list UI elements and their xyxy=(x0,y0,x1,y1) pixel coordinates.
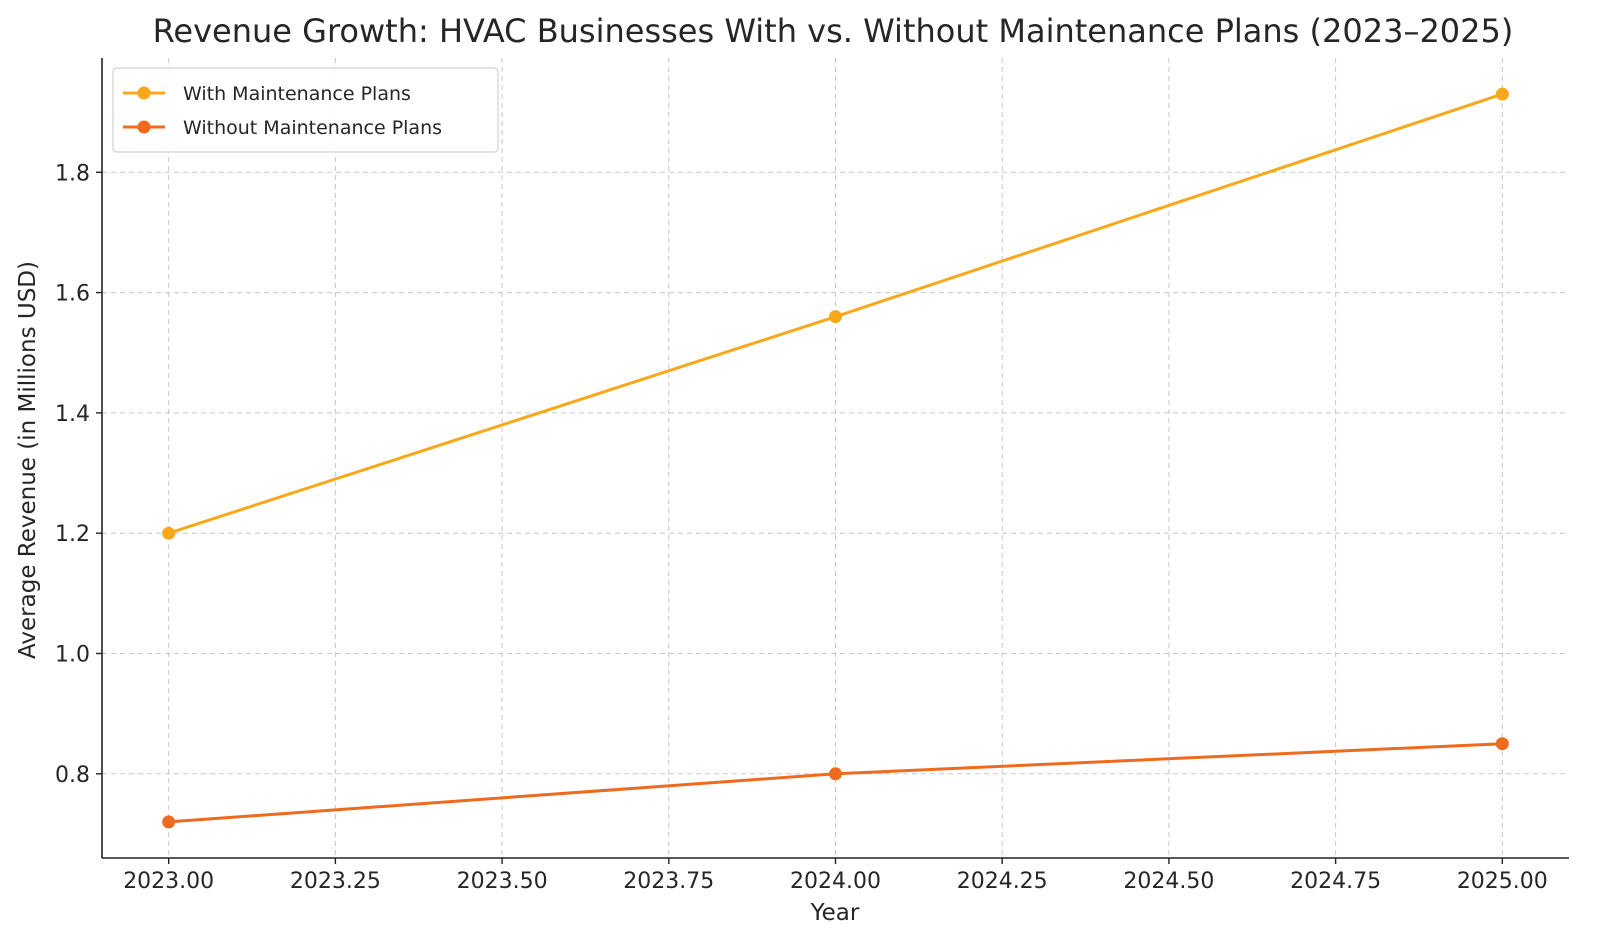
series-2 xyxy=(162,737,1509,829)
x-tick-label: 2024.25 xyxy=(957,869,1048,894)
y-tick-label: 0.8 xyxy=(55,763,90,788)
y-tick-label: 1.4 xyxy=(55,402,90,427)
data-point xyxy=(1495,737,1509,751)
series-layer xyxy=(162,87,1509,829)
y-tick-label: 1.0 xyxy=(55,642,90,667)
y-axis-ticks: 0.8 1.0 1.2 1.4 1.6 1.8 xyxy=(55,161,102,788)
x-tick-label: 2024.00 xyxy=(790,869,881,894)
data-point xyxy=(1495,87,1509,101)
legend-marker xyxy=(137,86,151,100)
legend-item: Without Maintenance Plans xyxy=(123,117,442,139)
legend-label: With Maintenance Plans xyxy=(183,83,411,105)
y-tick-label: 1.2 xyxy=(55,522,90,547)
legend-marker xyxy=(137,120,151,134)
legend: With Maintenance Plans Without Maintenanc… xyxy=(112,67,499,153)
x-tick-label: 2023.00 xyxy=(123,869,214,894)
x-tick-label: 2023.25 xyxy=(290,869,381,894)
y-tick-label: 1.6 xyxy=(55,282,90,307)
x-tick-label: 2024.75 xyxy=(1290,869,1381,894)
x-tick-label: 2023.50 xyxy=(457,869,548,894)
grid xyxy=(102,58,1569,858)
chart-title: Revenue Growth: HVAC Businesses With vs.… xyxy=(153,12,1514,50)
legend-frame xyxy=(112,67,499,153)
data-point xyxy=(829,310,842,324)
series-1 xyxy=(162,87,1509,540)
legend-item: With Maintenance Plans xyxy=(123,83,411,105)
x-tick-label: 2024.50 xyxy=(1123,869,1214,894)
data-point xyxy=(829,767,842,781)
legend-label: Without Maintenance Plans xyxy=(183,117,442,139)
y-axis-label: Average Revenue (in Millions USD) xyxy=(15,261,41,659)
x-axis-label: Year xyxy=(810,900,860,926)
x-axis-ticks: 2023.00 2023.25 2023.50 2023.75 2024.00 2024.… xyxy=(123,858,1548,894)
y-tick-label: 1.8 xyxy=(55,161,90,186)
x-tick-label: 2025.00 xyxy=(1457,869,1548,894)
data-point xyxy=(162,815,176,829)
data-point xyxy=(162,526,176,540)
x-tick-label: 2023.75 xyxy=(623,869,714,894)
